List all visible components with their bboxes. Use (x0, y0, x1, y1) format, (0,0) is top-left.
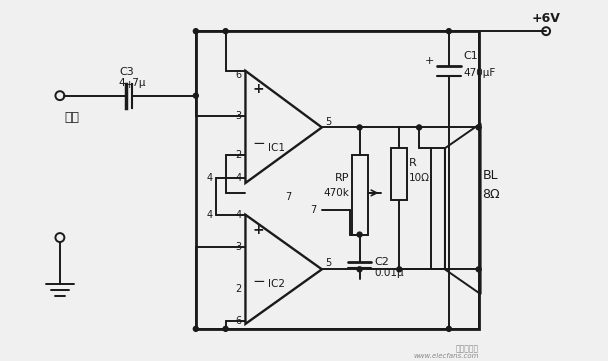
Circle shape (357, 125, 362, 130)
Text: 7: 7 (285, 192, 291, 202)
Bar (431, 148, 445, 269)
Text: 3: 3 (235, 110, 241, 121)
Text: RP: RP (335, 173, 350, 183)
Circle shape (446, 29, 451, 34)
Text: 3: 3 (235, 243, 241, 252)
Bar (196, 31, 478, 329)
Text: 4: 4 (207, 173, 213, 183)
Circle shape (357, 232, 362, 237)
Text: IC2: IC2 (268, 279, 285, 289)
Text: www.elecfans.com: www.elecfans.com (413, 353, 478, 358)
Circle shape (193, 29, 198, 34)
Text: 4. 7μ: 4. 7μ (119, 78, 146, 88)
Text: C3: C3 (119, 67, 134, 77)
Text: 2: 2 (235, 150, 241, 160)
Circle shape (476, 267, 481, 272)
Circle shape (446, 326, 451, 331)
Circle shape (223, 326, 228, 331)
Text: 7: 7 (310, 205, 316, 215)
Text: +: + (252, 223, 264, 236)
Text: 4: 4 (207, 210, 213, 220)
Text: −: − (252, 274, 265, 289)
Text: 6: 6 (235, 316, 241, 326)
Text: 10Ω: 10Ω (409, 173, 430, 183)
Text: −: − (252, 136, 265, 151)
Circle shape (193, 326, 198, 331)
Text: +: + (125, 80, 134, 90)
Text: 0.01μ: 0.01μ (375, 268, 404, 278)
Circle shape (416, 125, 421, 130)
Circle shape (357, 267, 362, 272)
Text: 电子发烧友: 电子发烧友 (455, 344, 478, 353)
Text: C1: C1 (464, 51, 478, 61)
Text: 470μF: 470μF (464, 68, 496, 78)
Circle shape (476, 125, 481, 130)
Text: 470k: 470k (324, 188, 350, 198)
Text: 6: 6 (235, 70, 241, 80)
Text: 4: 4 (235, 210, 241, 220)
Circle shape (223, 29, 228, 34)
Circle shape (397, 267, 402, 272)
Bar (392, 148, 407, 200)
Text: R: R (409, 158, 417, 168)
Text: 5: 5 (325, 117, 331, 127)
Bar (351, 155, 367, 235)
Text: 5: 5 (325, 258, 331, 268)
Text: +: + (424, 56, 434, 66)
Text: C2: C2 (375, 257, 389, 268)
Text: 输入: 输入 (65, 111, 80, 124)
Text: IC1: IC1 (268, 143, 285, 153)
Text: 4: 4 (235, 173, 241, 183)
Text: BL: BL (483, 169, 498, 182)
Text: 2: 2 (235, 284, 241, 294)
Text: +: + (252, 82, 264, 96)
Circle shape (193, 93, 198, 98)
Text: +6V: +6V (531, 12, 561, 25)
Text: 8Ω: 8Ω (483, 188, 500, 201)
